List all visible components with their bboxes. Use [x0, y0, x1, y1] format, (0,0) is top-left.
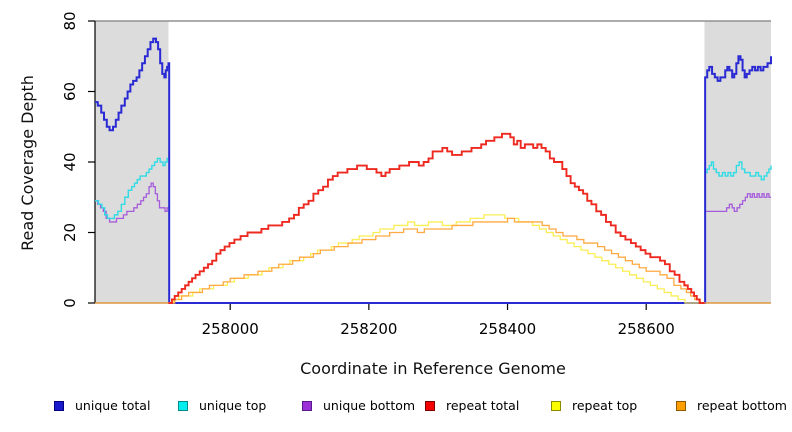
- x-tick-label: 258200: [340, 320, 397, 338]
- series-repeat-total: [168, 132, 705, 304]
- y-tick-label: 60: [61, 82, 79, 101]
- series-repeat-bottom: [95, 217, 771, 304]
- series-unique-total: [95, 37, 772, 304]
- x-tick-label: 258600: [618, 320, 675, 338]
- x-tick-label: 258000: [202, 320, 259, 338]
- x-axis-title: Coordinate in Reference Genome: [300, 359, 566, 378]
- series-unique-bottom: [95, 182, 771, 304]
- series-unique-top: [95, 157, 772, 304]
- y-axis-title: Read Coverage Depth: [18, 75, 37, 251]
- y-tick-label: 20: [61, 223, 79, 242]
- y-tick-label: 80: [61, 11, 79, 30]
- x-tick-label: 258400: [479, 320, 536, 338]
- series-repeat-top: [168, 214, 705, 304]
- y-tick-label: 0: [61, 298, 79, 308]
- y-tick-label: 40: [61, 152, 79, 171]
